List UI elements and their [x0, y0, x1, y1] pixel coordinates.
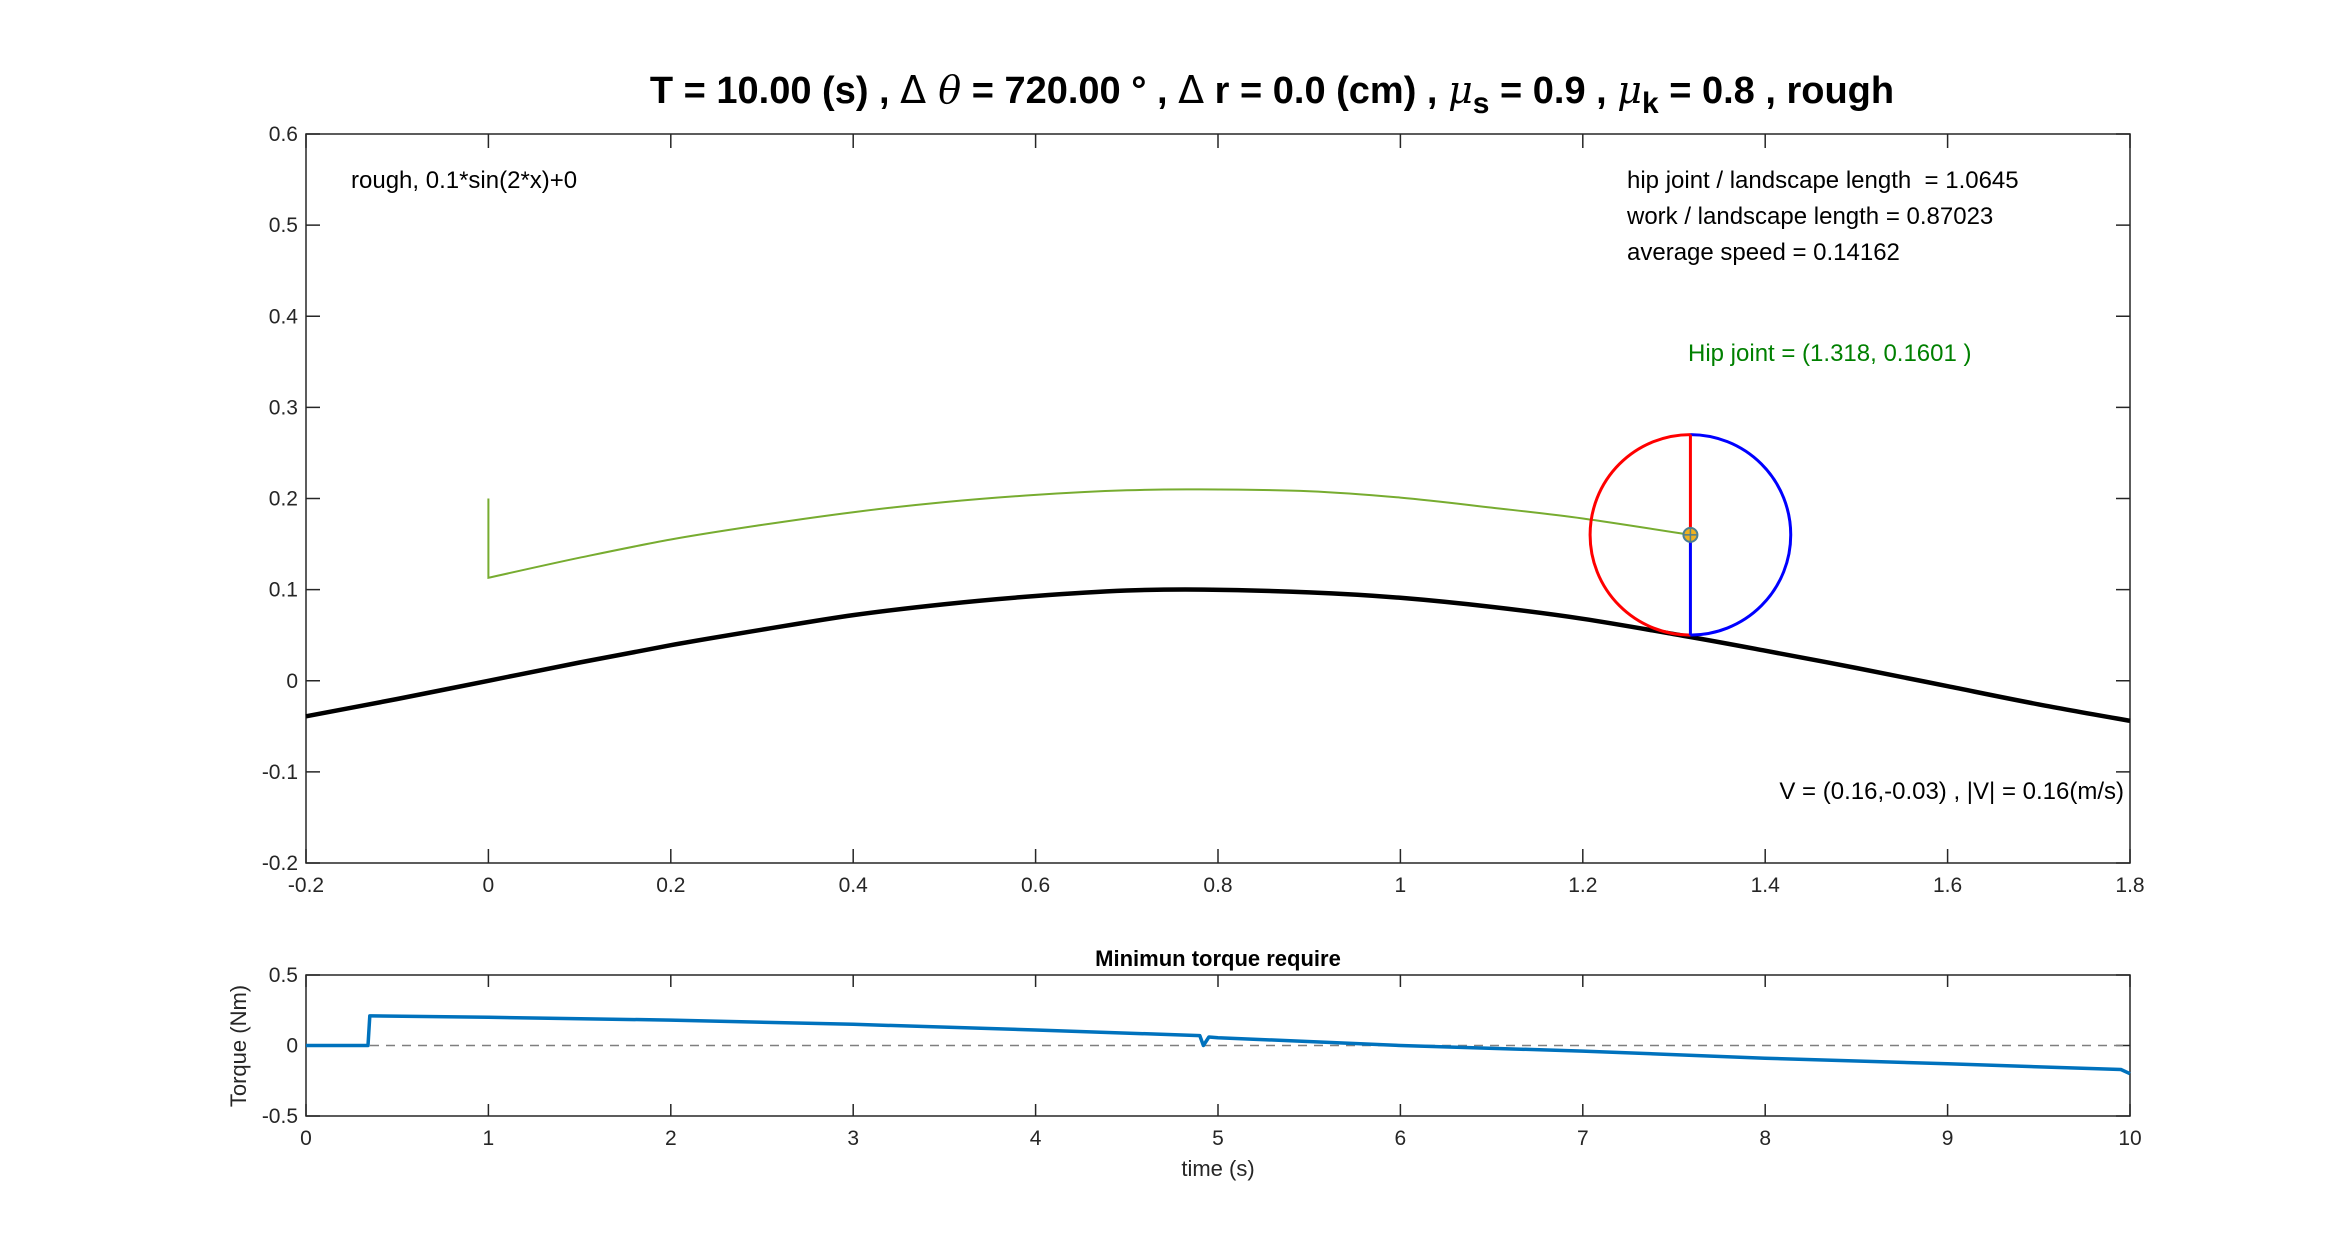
top-y-tick-label: 0.6: [269, 123, 298, 146]
title-sub-s: s: [1473, 87, 1490, 120]
top-y-tick-label: -0.1: [262, 761, 298, 784]
terrain-annotation: rough, 0.1*sin(2*x)+0: [351, 167, 577, 194]
bottom-x-tick-label: 1: [483, 1127, 495, 1150]
title-part-e: = 0.8 , rough: [1659, 70, 1894, 112]
velocity-annotation: V = (0.16,-0.03) , |V| = 0.16(m/s): [1779, 778, 2124, 805]
wheel-right-half: [1690, 433, 1792, 637]
terrain-curve: [305, 587, 2131, 724]
bottom-x-tick-label: 3: [847, 1127, 859, 1150]
top-x-tick-label: 1.8: [2115, 874, 2144, 897]
bottom-x-tick-label: 2: [665, 1127, 677, 1150]
top-x-tick-label: 0: [483, 874, 495, 897]
bottom-x-tick-label: 8: [1759, 1127, 1771, 1150]
bottom-y-tick-labels: -0.5 0 0.5: [262, 964, 298, 1128]
top-y-tick-label: 0.1: [269, 579, 298, 602]
work-ratio-annotation: work / landscape length = 0.87023: [1626, 203, 1993, 230]
top-x-tick-label: 1.4: [1751, 874, 1781, 897]
avg-speed-annotation: average speed = 0.14162: [1627, 239, 1900, 266]
bottom-y-tick-label: 0.5: [269, 964, 298, 987]
wheel: [1588, 433, 1792, 637]
wheel-left-half: [1588, 433, 1691, 637]
top-x-tick-labels: -0.2 0 0.2 0.4 0.6 0.8 1 1.2 1.4 1.6 1.8: [288, 874, 2145, 897]
top-y-tick-label: 0.4: [269, 305, 299, 328]
top-x-tick-label: 1: [1395, 874, 1407, 897]
bottom-x-axis-label: time (s): [1181, 1156, 1254, 1181]
top-x-tick-label: 0.6: [1021, 874, 1050, 897]
top-x-tick-label: 0.2: [656, 874, 685, 897]
title-sub-k: k: [1642, 87, 1659, 120]
torque-series-line: [306, 1014, 2131, 1076]
bottom-y-axis-label: Torque (Nm): [226, 985, 251, 1107]
bottom-chart-title: Minimun torque require: [1095, 946, 1341, 971]
top-axes-box: [305, 133, 2131, 864]
bottom-x-tick-label: 5: [1212, 1127, 1224, 1150]
title-part-d: = 0.9 ,: [1489, 70, 1617, 112]
title-part-a: T = 10.00 (s) ,: [650, 70, 900, 112]
bottom-x-tick-label: 6: [1395, 1127, 1407, 1150]
title-delta-1: Δ: [900, 68, 926, 112]
title-delta-2: Δ: [1178, 68, 1204, 112]
hip-ratio-annotation: hip joint / landscape length = 1.0645: [1627, 167, 2019, 194]
top-ticks: [305, 133, 2131, 864]
top-y-tick-label: 0.2: [269, 488, 298, 511]
title-part-c: r = 0.0 (cm) ,: [1204, 70, 1448, 112]
bottom-x-tick-label: 0: [300, 1127, 312, 1150]
top-x-tick-label: 0.4: [839, 874, 869, 897]
top-x-tick-label: 0.8: [1203, 874, 1232, 897]
hip-trajectory: [487, 488, 1691, 580]
top-axes: -0.2 0 0.2 0.4 0.6 0.8 1 1.2 1.4 1.6 1.8 -0.2 -0.1 0…: [262, 123, 2145, 897]
top-y-tick-labels: -0.2 -0.1 0 0.1 0.2 0.3 0.4 0.5 0.6: [262, 123, 298, 875]
top-y-tick-label: 0.3: [269, 396, 298, 419]
title-part-b: = 720.00 ° ,: [961, 70, 1178, 112]
top-x-tick-label: 1.2: [1568, 874, 1597, 897]
bottom-x-tick-label: 4: [1030, 1127, 1042, 1150]
figure-title: T = 10.00 (s) , Δ θ = 720.00 ° , Δ r = 0…: [650, 68, 1894, 120]
bottom-x-tick-label: 9: [1942, 1127, 1954, 1150]
top-x-tick-label: 1.6: [1933, 874, 1962, 897]
top-y-tick-label: 0: [286, 670, 298, 693]
bottom-x-tick-label: 7: [1577, 1127, 1589, 1150]
bottom-axes: 0 1 2 3 4 5 6 7 8 9 10 -0.500.5 Minimun torque req…: [226, 946, 2142, 1181]
title-theta: θ: [926, 68, 961, 112]
title-mu-s: μ: [1448, 68, 1473, 112]
top-y-tick-label: 0.5: [269, 214, 298, 237]
bottom-x-tick-labels: 0 1 2 3 4 5 6 7 8 9 10: [300, 1127, 2142, 1150]
bottom-y-tick-label: 0: [286, 1035, 298, 1058]
top-x-tick-label: -0.2: [288, 874, 324, 897]
bottom-x-tick-label: 10: [2118, 1127, 2141, 1150]
hip-joint-annotation: Hip joint = (1.318, 0.1601 ): [1688, 340, 1972, 367]
top-y-tick-label: -0.2: [262, 852, 298, 875]
title-mu-k: μ: [1617, 68, 1642, 112]
bottom-y-tick-label: -0.5: [262, 1105, 298, 1128]
